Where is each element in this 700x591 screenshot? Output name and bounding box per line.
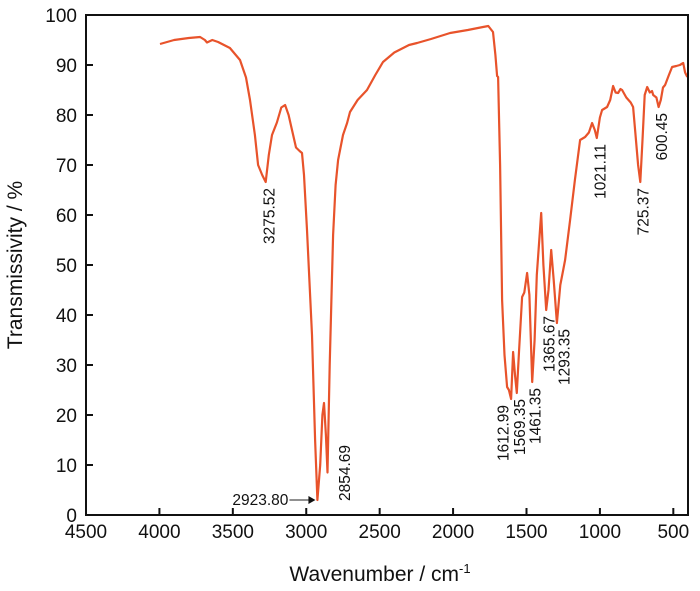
x-tick-label: 3500 [212, 522, 254, 543]
peak-label: 1612.99 [495, 405, 512, 461]
peak-label: 1293.35 [556, 329, 573, 385]
y-tick-label: 60 [56, 206, 77, 227]
x-tick-label: 2500 [359, 522, 401, 543]
x-axis-title: Wavenumber / cm-1 [289, 561, 470, 586]
spectrum-line [159, 24, 689, 502]
x-tick-label: 500 [657, 522, 689, 543]
y-axis-title: Transmissivity / % [4, 181, 27, 349]
peak-label: 1365.67 [542, 316, 559, 372]
x-tick-label: 1000 [579, 522, 621, 543]
y-tick-label: 40 [56, 306, 77, 327]
x-tick-label: 4500 [65, 522, 107, 543]
plot-frame [85, 14, 689, 516]
x-tick-label: 2000 [432, 522, 474, 543]
y-tick-label: 70 [56, 156, 77, 177]
arrow-head-icon [308, 496, 316, 504]
y-tick-label: 10 [56, 456, 77, 477]
y-tick-label: 0 [66, 506, 77, 527]
x-axis-title-superscript: -1 [459, 561, 471, 576]
y-tick-label: 100 [45, 6, 77, 27]
x-tick-label: 1500 [505, 522, 547, 543]
peak-label: 1461.35 [528, 388, 545, 444]
y-tick-label: 20 [56, 406, 77, 427]
y-tick-label: 80 [56, 106, 77, 127]
y-tick-label: 90 [56, 56, 77, 77]
peak-label: 2854.69 [337, 445, 354, 501]
y-tick-label: 50 [56, 256, 77, 277]
peak-label: 1569.35 [512, 399, 529, 455]
peak-label: 600.45 [654, 113, 671, 160]
peak-annotations: 3275.52 2923.80 2854.69 1612.99 1569.351461.… [232, 113, 671, 509]
peak-label: 2923.80 [232, 492, 288, 509]
y-tick-label: 30 [56, 356, 77, 377]
axis-ticks: 4500 4000 3500 3000 2500 2000 1500 1000 500 0 10 20… [45, 6, 689, 543]
peak-label: 1021.11 [592, 144, 609, 199]
x-tick-label: 4000 [138, 522, 180, 543]
x-tick-label: 3000 [285, 522, 327, 543]
peak-label: 725.37 [636, 188, 653, 235]
peak-label: 3275.52 [261, 188, 278, 244]
